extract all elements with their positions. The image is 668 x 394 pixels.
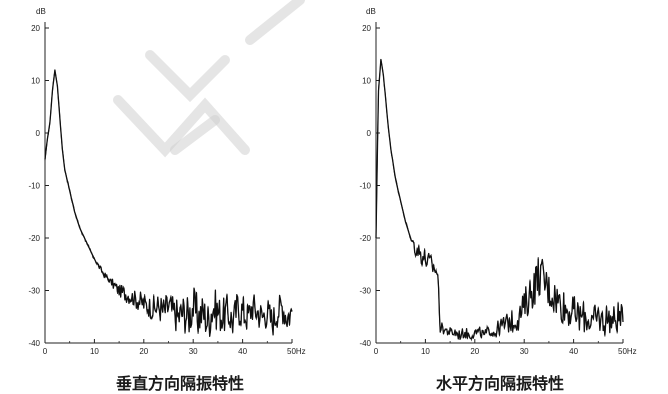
x-axis: 0 10 20 30 40 50Hz [374,339,637,356]
series-line [375,58,624,340]
y-tick-label: 0 [36,129,41,138]
x-axis: 0 10 20 30 40 50Hz [43,339,306,356]
series-group [375,58,624,342]
x-tick-label: 0 [374,347,379,356]
x-tick-label: 30 [520,347,529,356]
y-tick-label: -30 [28,287,40,296]
x-tick-label: 40 [569,347,578,356]
y-tick-label: -10 [359,182,371,191]
x-tick-label: 0 [43,347,48,356]
y-tick-label: -20 [28,234,40,243]
y-unit-label: dB [36,7,46,16]
y-tick-label: 10 [362,77,371,86]
x-tick-label: 40 [238,347,247,356]
y-tick-label: -10 [28,182,40,191]
chart-horizontal-isolation: dB 20 10 0 -10 -20 -30 -40 0 10 20 30 40 50Hz [359,7,636,356]
watermark [113,0,305,158]
series-group [44,69,293,337]
x-tick-label: 10 [90,347,99,356]
series-line-band [44,71,293,336]
chart-vertical-isolation: dB 20 10 0 -10 -20 -30 -40 0 10 20 30 40 50Hz [28,7,305,356]
chart-caption-vertical: 垂直方向隔振特性 [115,374,244,393]
y-axis: 20 10 0 -10 -20 -30 -40 [359,22,380,348]
y-tick-label: 20 [31,24,40,33]
chart-caption-horizontal: 水平方向隔振特性 [435,374,564,393]
y-axis: 20 10 0 -10 -20 -30 -40 [28,22,49,348]
y-tick-label: -30 [359,287,371,296]
x-tick-label: 30 [189,347,198,356]
series-line-band [375,59,624,342]
y-tick-label: 10 [31,77,40,86]
x-tick-label: 50Hz [618,347,637,356]
y-tick-label: 20 [362,24,371,33]
y-unit-label: dB [366,7,376,16]
x-tick-label: 20 [139,347,148,356]
y-tick-label: 0 [367,129,372,138]
x-tick-label: 50Hz [287,347,306,356]
x-tick-label: 20 [470,347,479,356]
x-tick-label: 10 [421,347,430,356]
series-line [44,69,293,337]
y-tick-label: -40 [359,339,371,348]
y-tick-label: -40 [28,339,40,348]
y-tick-label: -20 [359,234,371,243]
